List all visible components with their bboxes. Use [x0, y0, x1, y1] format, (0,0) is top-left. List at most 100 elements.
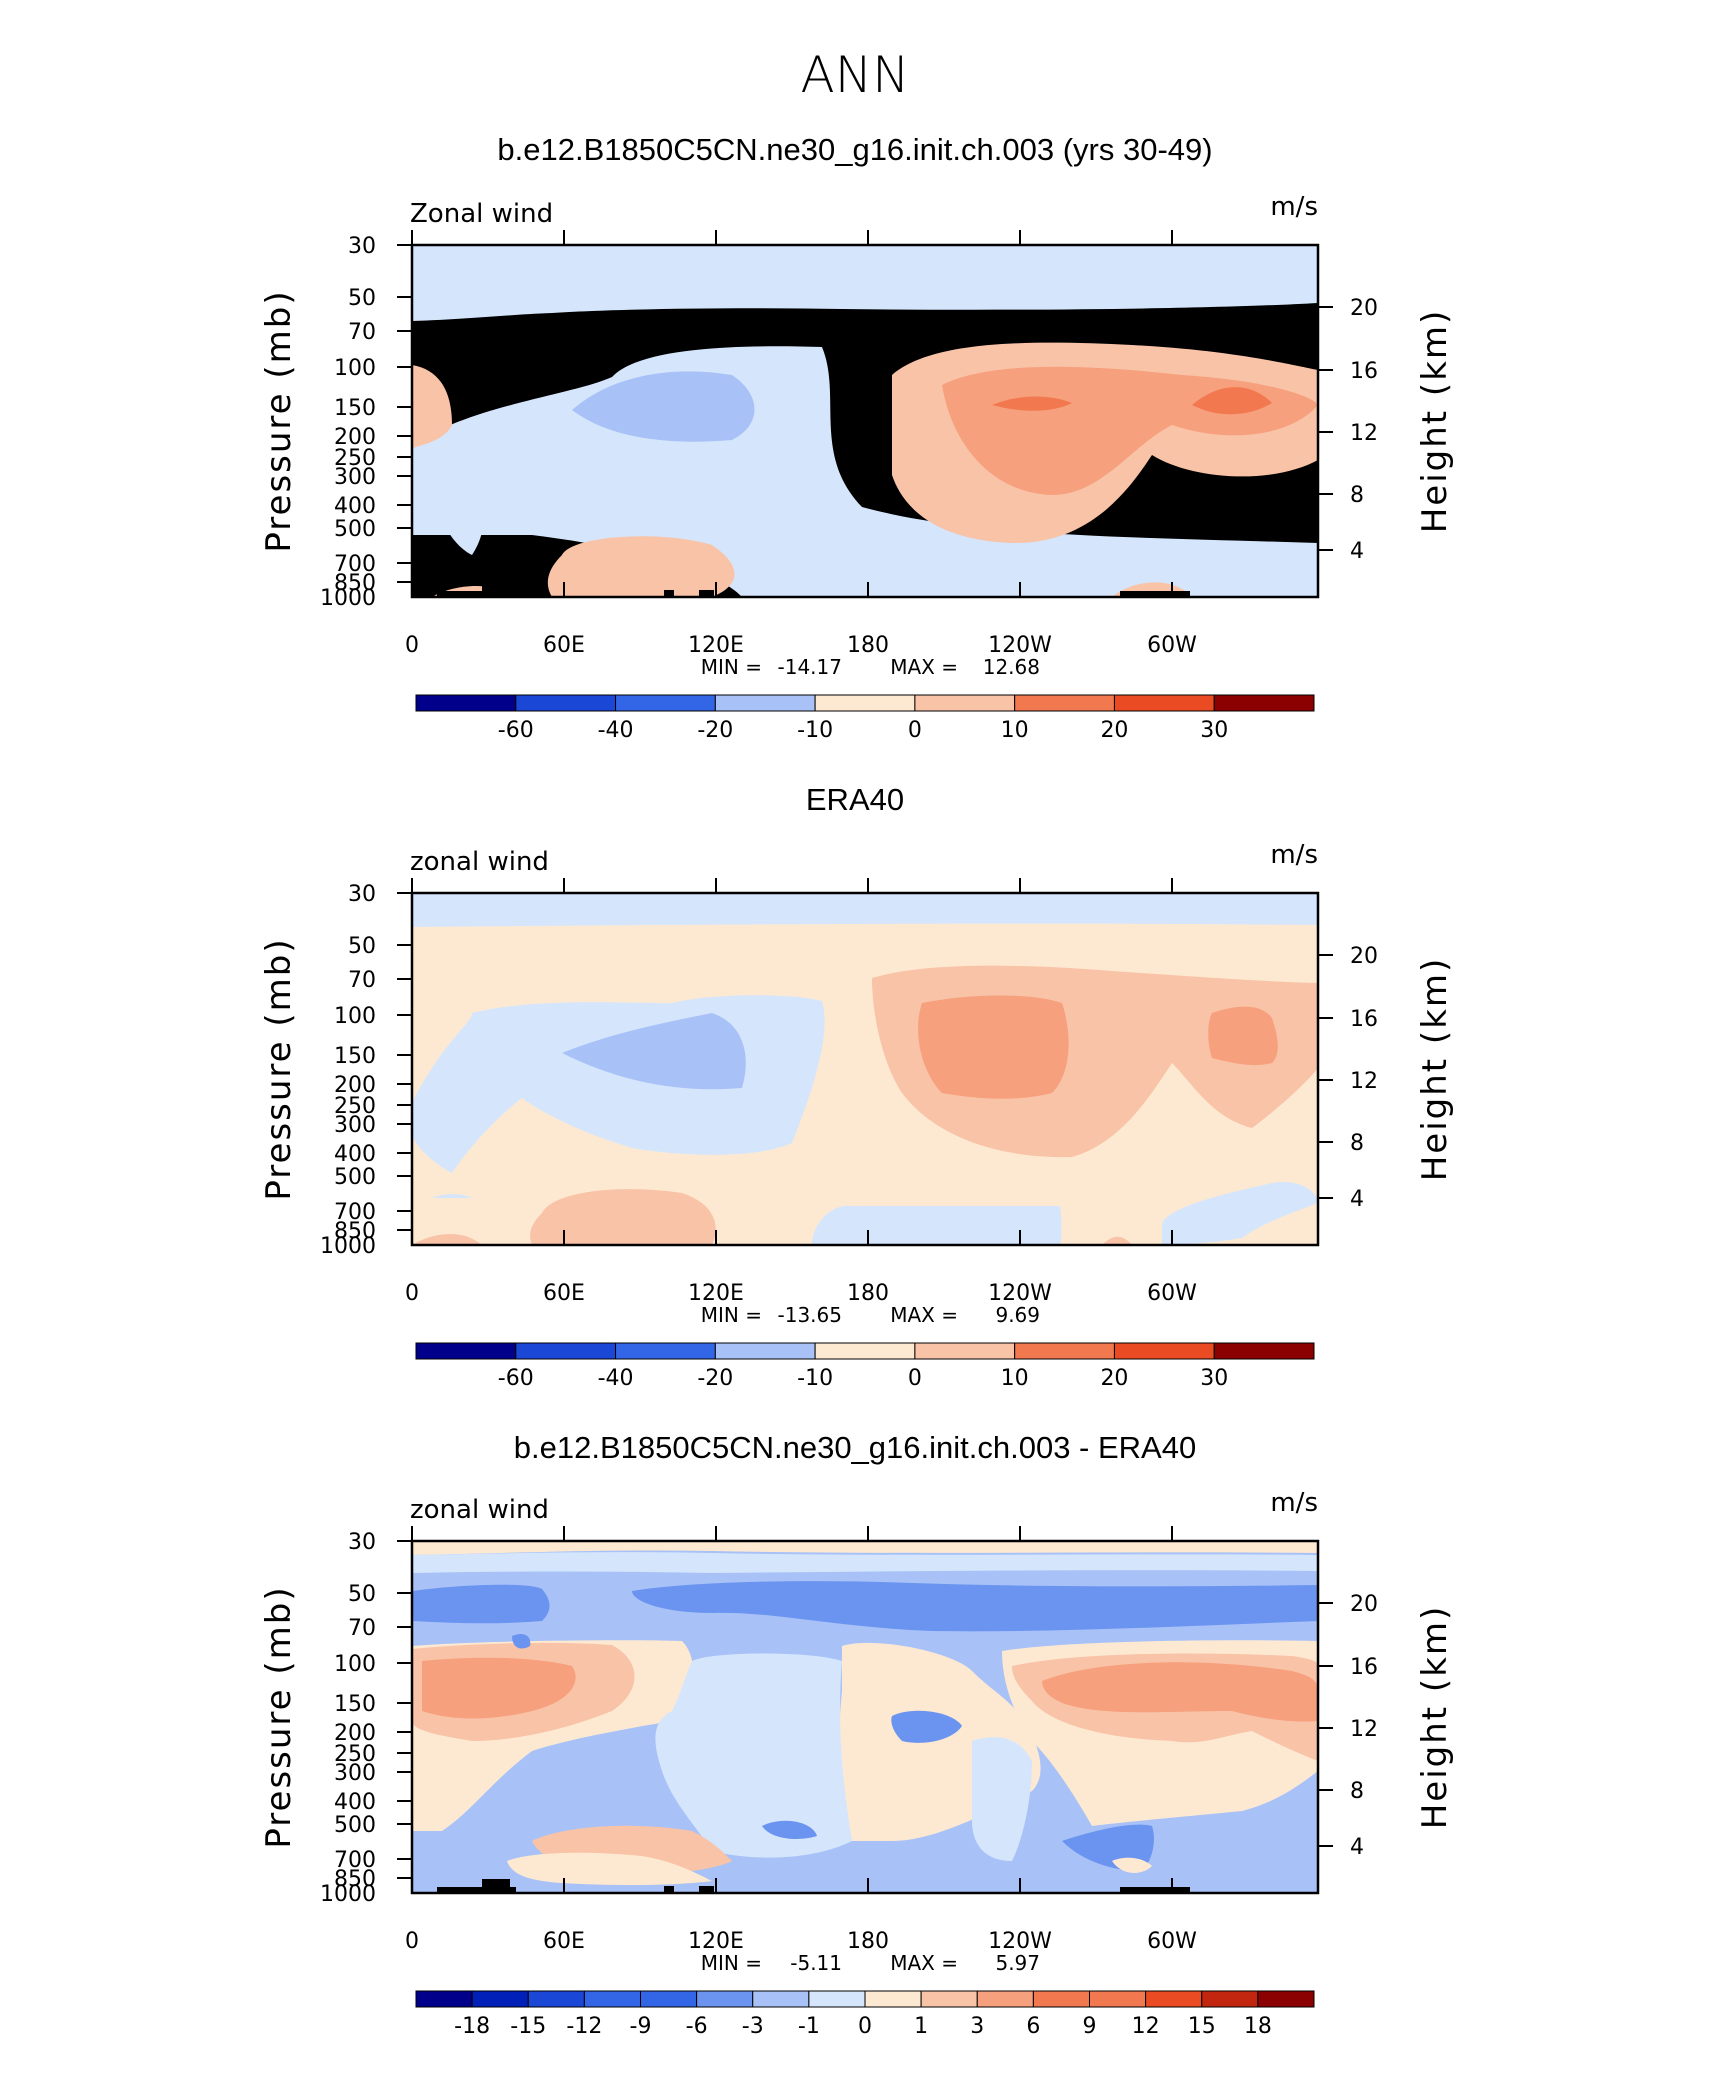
axis-ticks — [411, 878, 1173, 1245]
x-tick-label: 120E — [688, 633, 744, 658]
y-axis-label-right: Height (km) — [1415, 957, 1455, 1182]
y-tick-label: 200 — [334, 1073, 376, 1098]
axis-ticks — [411, 230, 1173, 597]
colorbar-label: 6 — [1026, 2014, 1040, 2039]
plot-frame — [410, 891, 1320, 1247]
colorbar: -18 -15 -12 -9 -6 -3 -1 0 1 3 6 9 12 15 18 — [415, 1990, 1315, 2039]
colorbar-label: -18 — [454, 2014, 490, 2039]
plot-frame — [410, 243, 1320, 599]
y-tick-label: 1000 — [320, 1882, 376, 1907]
colorbar-label: 20 — [1100, 718, 1128, 743]
colorbar-swatch — [1089, 1990, 1147, 2008]
y-tick-label: 500 — [334, 1813, 376, 1838]
colorbar-label: 0 — [908, 1366, 922, 1391]
panel-1: b.e12.B1850C5CN.ne30_g16.init.ch.003 (yr… — [259, 132, 1455, 743]
colorbar-label: 30 — [1200, 1366, 1228, 1391]
min-value: -14.17 — [778, 655, 842, 679]
height-tick-label: 20 — [1350, 296, 1378, 321]
units-label: m/s — [1270, 840, 1318, 870]
max-value: 9.69 — [995, 1303, 1040, 1327]
x-tick-label: 120E — [688, 1929, 744, 1954]
colorbar-swatch — [515, 1342, 617, 1360]
height-tick-label: 4 — [1350, 539, 1364, 564]
y-tick-label: 70 — [348, 320, 376, 345]
y-tick-label: 30 — [348, 234, 376, 259]
y-tick-label: 700 — [334, 552, 376, 577]
y-tick-label: 300 — [334, 1113, 376, 1138]
variable-label: zonal wind — [410, 847, 549, 877]
x-tick-label: 60W — [1147, 1929, 1197, 1954]
colorbar-label: 18 — [1244, 2014, 1272, 2039]
colorbar: -60 -40 -20 -10 0 10 20 30 — [415, 1342, 1315, 1391]
figure-title: ANN — [800, 46, 909, 104]
colorbar-label: -6 — [686, 2014, 708, 2039]
colorbar-label: 0 — [908, 718, 922, 743]
panel-2: ERA40 zonal wind m/s — [259, 782, 1455, 1391]
y-tick-label: 850 — [334, 1219, 376, 1244]
colorbar-label: 0 — [858, 2014, 872, 2039]
y-tick-label: 30 — [348, 882, 376, 907]
colorbar-label: -12 — [566, 2014, 602, 2039]
height-tick-label: 20 — [1350, 1592, 1378, 1617]
y-tick-label: 500 — [334, 517, 376, 542]
colorbar-label: 10 — [1001, 1366, 1029, 1391]
height-tick-label: 8 — [1350, 1779, 1364, 1804]
y-tick-label: 200 — [334, 1721, 376, 1746]
y-ticks-left — [397, 244, 412, 583]
x-tick-label: 60W — [1147, 1281, 1197, 1306]
x-tick-label: 0 — [405, 1281, 419, 1306]
colorbar-swatch — [415, 694, 517, 712]
y-tick-label: 150 — [334, 1692, 376, 1717]
max-label: MAX = — [890, 1951, 958, 1975]
x-tick-label: 60W — [1147, 633, 1197, 658]
y-tick-labels-right: 20 16 12 8 4 — [1318, 944, 1378, 1212]
y-tick-label: 30 — [348, 1530, 376, 1555]
min-label: MIN = — [701, 655, 762, 679]
y-tick-labels-right: 20 16 12 8 4 — [1318, 1592, 1378, 1860]
colorbar-swatch — [814, 694, 916, 712]
x-tick-labels: 0 60E 120E 180 120W 60W — [405, 633, 1197, 658]
colorbar-label: 30 — [1200, 718, 1228, 743]
colorbar-swatch — [914, 1342, 1016, 1360]
colorbar-label: -40 — [598, 1366, 634, 1391]
colorbar-label: 9 — [1083, 2014, 1097, 2039]
min-value: -13.65 — [778, 1303, 842, 1327]
panel-3: b.e12.B1850C5CN.ne30_g16.init.ch.003 - E… — [259, 1430, 1455, 2039]
y-tick-labels: 30 50 70 100 150 200 250 300 400 500 700… — [320, 1530, 376, 1907]
x-tick-labels: 0 60E 120E 180 120W 60W — [405, 1281, 1197, 1306]
x-tick-label: 0 — [405, 633, 419, 658]
height-tick-label: 12 — [1350, 421, 1378, 446]
colorbar-label: -20 — [697, 1366, 733, 1391]
colorbar-label: -60 — [498, 718, 534, 743]
y-tick-label: 50 — [348, 286, 376, 311]
y-tick-label: 70 — [348, 1616, 376, 1641]
height-tick-label: 16 — [1350, 1007, 1378, 1032]
y-axis-label-right: Height (km) — [1415, 309, 1455, 534]
x-tick-label: 60E — [543, 1929, 585, 1954]
colorbar-label: -10 — [797, 718, 833, 743]
axis-ticks — [411, 1526, 1173, 1893]
y-tick-label: 150 — [334, 1044, 376, 1069]
max-label: MAX = — [890, 1303, 958, 1327]
height-tick-label: 4 — [1350, 1835, 1364, 1860]
colorbar-label: 1 — [914, 2014, 928, 2039]
colorbar-swatch — [640, 1990, 698, 2008]
min-max-readout: MIN = -14.17 MAX = 12.68 — [701, 655, 1040, 679]
colorbar-label: 15 — [1188, 2014, 1216, 2039]
colorbar-swatch — [615, 694, 716, 712]
y-tick-label: 50 — [348, 1582, 376, 1607]
colorbar-swatch — [814, 1342, 916, 1360]
x-tick-label: 180 — [847, 1281, 889, 1306]
min-max-readout: MIN = -13.65 MAX = 9.69 — [701, 1303, 1040, 1327]
x-tick-label: 120W — [988, 1929, 1052, 1954]
y-tick-label: 300 — [334, 465, 376, 490]
colorbar-swatch — [1014, 1342, 1115, 1360]
colorbar-label: -3 — [742, 2014, 764, 2039]
colorbar-label: 10 — [1001, 718, 1029, 743]
y-tick-labels-right: 20 16 12 8 4 — [1318, 296, 1378, 564]
x-tick-label: 60E — [543, 1281, 585, 1306]
colorbar-swatch — [1213, 1342, 1315, 1360]
y-axis-label-right: Height (km) — [1415, 1605, 1455, 1830]
colorbar-swatch — [920, 1990, 978, 2008]
min-value: -5.11 — [790, 1951, 842, 1975]
